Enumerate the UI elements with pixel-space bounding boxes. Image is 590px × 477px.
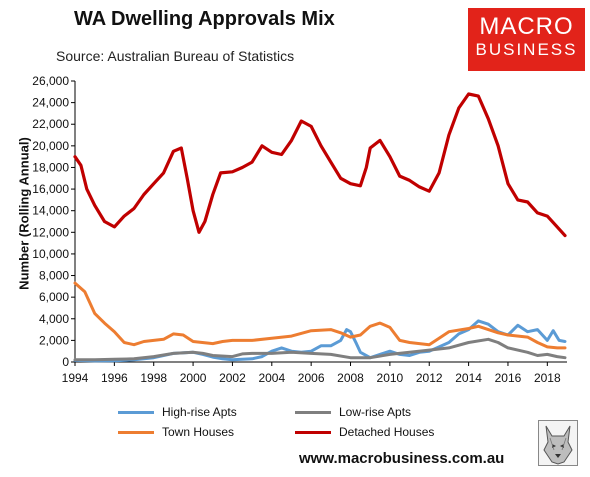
legend-label-high-rise: High-rise Apts <box>162 405 237 419</box>
wolf-logo-icon <box>538 420 578 466</box>
y-axis-label: Number (Rolling Annual) <box>16 137 32 290</box>
town-houses-line <box>73 281 567 350</box>
legend-swatch-detached-houses <box>295 431 331 435</box>
y-tick-label: 16,000 <box>32 182 69 196</box>
y-tick-label: 2,000 <box>39 333 69 347</box>
y-tick-label: 12,000 <box>32 225 69 239</box>
x-tick-label: 2012 <box>416 371 443 385</box>
x-tick-label: 2002 <box>219 371 246 385</box>
macrobusiness-logo: MACRO BUSINESS <box>468 8 585 71</box>
y-tick-label: 4,000 <box>39 312 69 326</box>
legend-label-low-rise: Low-rise Apts <box>339 405 412 419</box>
y-tick-label: 0 <box>62 355 69 369</box>
legend-item-detached-houses: Detached Houses <box>295 424 434 440</box>
legend-label-detached-houses: Detached Houses <box>339 425 435 439</box>
x-tick-label: 2010 <box>377 371 404 385</box>
legend-label-town-houses: Town Houses <box>162 425 235 439</box>
x-tick-label: 2006 <box>298 371 325 385</box>
x-tick-label: 2004 <box>258 371 285 385</box>
x-tick-label: 2014 <box>455 371 482 385</box>
legend-item-town-houses: Town Houses <box>118 424 234 440</box>
y-tick-label: 22,000 <box>32 117 69 131</box>
x-tick-label: 2018 <box>534 371 561 385</box>
x-tick-label: 2000 <box>180 371 207 385</box>
detached-houses-line <box>73 92 567 238</box>
y-tick-label: 6,000 <box>39 290 69 304</box>
logo-line-1: MACRO <box>479 13 574 40</box>
chart-title: WA Dwelling Approvals Mix <box>74 8 335 30</box>
x-tick-label: 1994 <box>62 371 89 385</box>
x-tick-label: 2008 <box>337 371 364 385</box>
y-tick-label: 14,000 <box>32 204 69 218</box>
x-tick-label: 1998 <box>140 371 167 385</box>
y-tick-label: 26,000 <box>32 74 69 88</box>
legend-item-high-rise: High-rise Apts <box>118 404 237 420</box>
chart-subtitle: Source: Australian Bureau of Statistics <box>56 48 295 64</box>
y-tick-label: 10,000 <box>32 247 69 261</box>
y-tick-label: 8,000 <box>39 269 69 283</box>
legend-swatch-town-houses <box>118 431 154 435</box>
legend-swatch-low-rise <box>295 411 331 415</box>
logo-line-2: BUSINESS <box>475 40 578 59</box>
website-url: www.macrobusiness.com.au <box>299 450 505 467</box>
legend-swatch-high-rise <box>118 411 154 415</box>
x-tick-label: 1996 <box>101 371 128 385</box>
legend-item-low-rise: Low-rise Apts <box>295 404 411 420</box>
low-rise-apts-line <box>73 337 567 362</box>
y-tick-label: 20,000 <box>32 139 69 153</box>
x-tick-label: 2016 <box>495 371 522 385</box>
y-tick-label: 24,000 <box>32 96 69 110</box>
y-tick-label: 18,000 <box>32 160 69 174</box>
